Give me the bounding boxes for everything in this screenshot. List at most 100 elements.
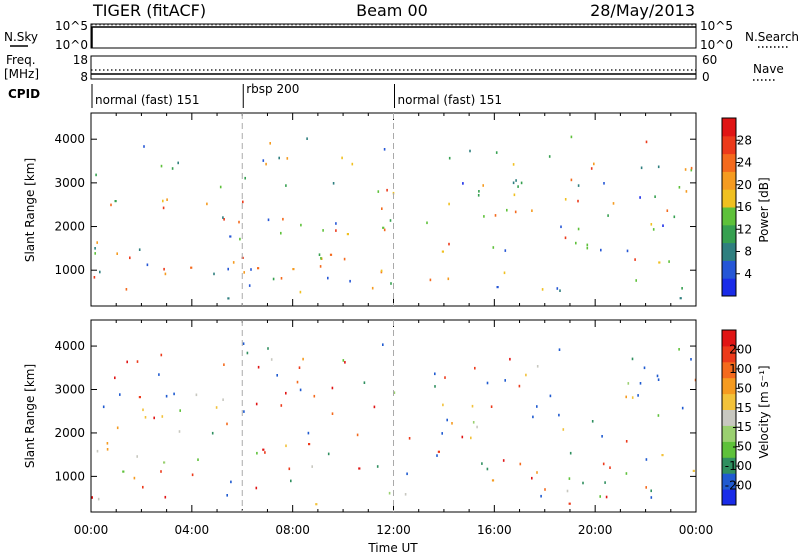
echo-cell [678,348,680,351]
echo-cell [556,287,559,290]
x-tick-label: 04:00 [175,523,210,537]
echo-cell [645,458,648,461]
echo-cell [377,190,380,193]
echo-cell [666,209,669,212]
echo-cell [577,227,580,231]
echo-cell [173,392,175,396]
x-tick-label: 12:00 [376,523,411,537]
date-title: 28/May/2013 [590,1,695,20]
echo-cell [246,351,249,355]
echo-cell [129,256,131,260]
echo-cell [371,286,374,290]
velocity-panel: 1000 2000 3000 4000 Slant Range [km] [23,319,697,513]
echo-cell [311,465,313,468]
echo-cell [562,428,565,431]
echo-cell [153,416,155,420]
echo-cell [577,199,579,203]
echo-cell [162,206,165,210]
echo-cell [441,432,443,435]
mode-change-lines [241,113,394,512]
echo-cell [600,248,602,252]
echo-cell [144,416,147,419]
echo-cell [178,430,181,433]
echo-cell [582,481,584,485]
echo-cell [285,391,287,395]
echo-cell [540,494,542,498]
echo-cell [143,145,145,148]
echo-cell [517,185,519,188]
echo-cell [692,469,695,472]
echo-cell [96,449,99,453]
echo-cell [513,193,516,197]
echo-cell [577,184,580,187]
echo-cell [679,297,682,300]
echo-cell [626,249,629,253]
y-tick-label: 1000 [54,263,85,277]
echo-cell [238,220,240,224]
echo-cell [163,267,165,271]
echo-cell [381,207,383,210]
echo-cell [114,376,116,380]
echo-cell [506,208,508,212]
echo-cell [227,267,229,271]
nsearch-label: N.Search [745,30,799,44]
echo-cell [386,188,388,192]
echo-cell [308,443,311,446]
echo-cell [586,243,589,247]
y-tick-label: 4000 [54,339,85,353]
echo-cell [97,497,100,501]
colorbar-tick-label: 20 [737,178,752,192]
echo-cell [429,278,432,282]
echo-cell [462,182,464,185]
echo-cell [637,394,639,397]
echo-cell [482,184,484,187]
echo-cell [160,470,162,473]
echo-cell [383,148,386,151]
echo-cell [625,395,627,399]
echo-cell [575,241,577,245]
echo-cell [645,140,648,144]
echo-cell [673,215,676,219]
colorbar-tick-label: 4 [744,267,752,281]
echo-cell [566,489,569,493]
echo-cell [269,142,271,145]
echo-cell [342,359,345,362]
colorbar-swatch [722,361,736,379]
echo-cell [257,267,260,270]
echo-cell [282,217,284,221]
echo-cell [690,166,693,170]
echo-cell [607,214,609,217]
echo-cell [390,282,392,285]
echo-cell [536,471,538,474]
echo-cell [116,252,118,255]
echo-cell [211,431,214,435]
echo-cell [164,272,167,276]
colorbar-swatch [722,224,736,244]
echo-cell [343,257,346,261]
echo-cell [255,486,258,490]
echo-cell [335,229,337,232]
echo-cell [99,270,101,274]
echo-cell [558,413,560,417]
echo-cell [448,156,451,160]
echo-cell [285,444,287,448]
echo-cell [96,241,98,244]
echo-cell [549,394,552,398]
echo-cell [640,166,643,170]
echo-cell [625,440,628,443]
echo-cell [685,190,688,193]
echo-cell [570,178,573,182]
beam-title: Beam 00 [356,1,428,20]
echo-cell [639,382,642,385]
echo-cell [177,161,179,165]
nsearch-tick-low: 10^0 [700,38,733,52]
echo-cell [319,265,322,268]
echo-cell [382,226,385,229]
echo-cell [447,277,450,281]
echo-cell [351,162,354,166]
colorbar-swatch [722,153,736,172]
colorbar-tick-label: 50 [737,381,752,395]
echo-cell [142,485,144,489]
echo-cell [125,288,128,291]
echo-cell [331,386,334,390]
